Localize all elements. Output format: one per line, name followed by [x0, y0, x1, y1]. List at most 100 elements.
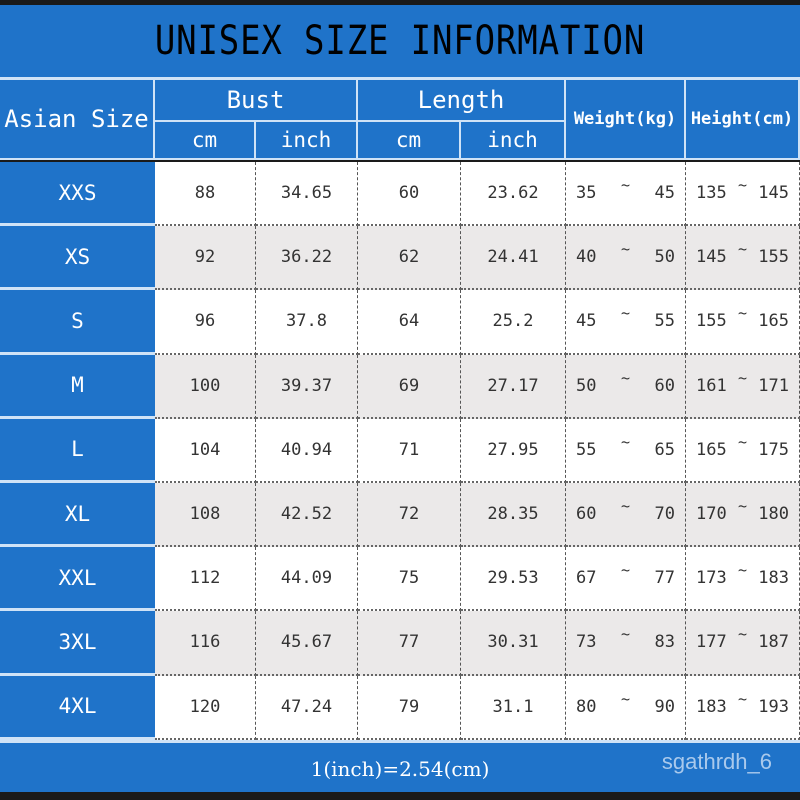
- length-cm-cell: 72: [358, 483, 461, 548]
- height-range-separator: ~: [737, 689, 748, 708]
- height-range-separator: ~: [737, 561, 748, 580]
- weight-range-min: 80: [576, 696, 597, 717]
- length-inch-cell: 27.17: [461, 354, 566, 419]
- weight-range-min: 67: [576, 568, 597, 589]
- length-inch-cell: 31.1: [461, 675, 566, 740]
- length-inch-cell: 25.2: [461, 290, 566, 355]
- bust-inch-cell: 45.67: [256, 611, 358, 676]
- weight-range-separator: ~: [620, 176, 631, 195]
- length-inch-cell: 24.41: [461, 226, 566, 291]
- weight-range-min: 60: [576, 504, 597, 525]
- header-bust: Bust: [155, 80, 358, 122]
- height-range-max: 145: [758, 183, 789, 204]
- height-range-cell: 173 ~183: [686, 547, 800, 612]
- header-bust-inch: inch: [256, 122, 358, 160]
- height-range-separator: ~: [737, 625, 748, 644]
- bust-inch-cell: 40.94: [256, 418, 358, 483]
- header-length: Length: [358, 80, 566, 122]
- header-weight: Weight(kg): [566, 80, 686, 160]
- length-cm-cell: 77: [358, 611, 461, 676]
- length-cm-cell: 64: [358, 290, 461, 355]
- header-height: Height(cm): [686, 80, 800, 160]
- weight-range-min: 45: [576, 311, 597, 332]
- height-range-min: 155: [696, 311, 727, 332]
- bust-cm-cell: 96: [155, 290, 256, 355]
- weight-range-separator: ~: [620, 497, 631, 516]
- length-cm-cell: 75: [358, 547, 461, 612]
- header-length-inch: inch: [461, 122, 566, 160]
- length-cm-cell: 62: [358, 226, 461, 291]
- height-range-cell: 183 ~193: [686, 675, 800, 740]
- height-range-max: 193: [758, 696, 789, 717]
- weight-range-cell: 67 ~77: [566, 547, 686, 612]
- weight-range-separator: ~: [620, 689, 631, 708]
- weight-range-max: 60: [654, 375, 675, 396]
- size-label: L: [0, 418, 155, 483]
- weight-range-max: 65: [654, 439, 675, 460]
- conversion-note: 1(inch)=2.54(cm): [310, 757, 490, 781]
- height-range-max: 171: [758, 375, 789, 396]
- size-label: S: [0, 290, 155, 355]
- size-label: XL: [0, 483, 155, 548]
- bust-cm-cell: 92: [155, 226, 256, 291]
- height-range-max: 165: [758, 311, 789, 332]
- height-range-cell: 170 ~180: [686, 483, 800, 548]
- height-range-max: 180: [758, 504, 789, 525]
- bust-cm-cell: 116: [155, 611, 256, 676]
- length-cm-cell: 69: [358, 354, 461, 419]
- height-range-max: 183: [758, 568, 789, 589]
- divider: [0, 77, 800, 80]
- weight-range-cell: 50 ~60: [566, 354, 686, 419]
- bust-inch-cell: 34.65: [256, 162, 358, 227]
- bust-inch-cell: 39.37: [256, 354, 358, 419]
- weight-range-min: 55: [576, 439, 597, 460]
- size-label: XS: [0, 226, 155, 291]
- weight-range-separator: ~: [620, 432, 631, 451]
- height-range-cell: 135 ~145: [686, 162, 800, 227]
- height-range-max: 175: [758, 439, 789, 460]
- height-range-separator: ~: [737, 497, 748, 516]
- weight-range-max: 50: [654, 247, 675, 268]
- length-cm-cell: 71: [358, 418, 461, 483]
- header-asian-size: Asian Size: [0, 80, 155, 160]
- title-bar: [0, 5, 800, 77]
- height-range-separator: ~: [737, 240, 748, 259]
- weight-range-separator: ~: [620, 561, 631, 580]
- size-label: M: [0, 354, 155, 419]
- height-range-min: 183: [696, 696, 727, 717]
- bust-inch-cell: 47.24: [256, 675, 358, 740]
- height-range-min: 135: [696, 183, 727, 204]
- height-range-max: 187: [758, 632, 789, 653]
- height-range-separator: ~: [737, 432, 748, 451]
- page-title: UNISEX SIZE INFORMATION: [154, 18, 646, 64]
- height-range-min: 173: [696, 568, 727, 589]
- length-cm-cell: 79: [358, 675, 461, 740]
- height-range-cell: 165 ~175: [686, 418, 800, 483]
- weight-range-min: 40: [576, 247, 597, 268]
- height-range-min: 170: [696, 504, 727, 525]
- bust-cm-cell: 108: [155, 483, 256, 548]
- weight-range-min: 50: [576, 375, 597, 396]
- header-length-cm: cm: [358, 122, 461, 160]
- height-range-cell: 177 ~187: [686, 611, 800, 676]
- weight-range-separator: ~: [620, 368, 631, 387]
- weight-range-max: 70: [654, 504, 675, 525]
- weight-range-max: 45: [654, 183, 675, 204]
- height-range-separator: ~: [737, 368, 748, 387]
- height-range-max: 155: [758, 247, 789, 268]
- height-range-cell: 161 ~171: [686, 354, 800, 419]
- height-range-min: 145: [696, 247, 727, 268]
- bust-cm-cell: 120: [155, 675, 256, 740]
- length-inch-cell: 23.62: [461, 162, 566, 227]
- weight-range-cell: 80 ~90: [566, 675, 686, 740]
- bust-cm-cell: 88: [155, 162, 256, 227]
- size-label: 3XL: [0, 611, 155, 676]
- height-range-min: 161: [696, 375, 727, 396]
- bust-inch-cell: 36.22: [256, 226, 358, 291]
- height-range-separator: ~: [737, 304, 748, 323]
- weight-range-max: 83: [654, 632, 675, 653]
- weight-range-cell: 45 ~55: [566, 290, 686, 355]
- length-cm-cell: 60: [358, 162, 461, 227]
- bust-inch-cell: 37.8: [256, 290, 358, 355]
- length-inch-cell: 28.35: [461, 483, 566, 548]
